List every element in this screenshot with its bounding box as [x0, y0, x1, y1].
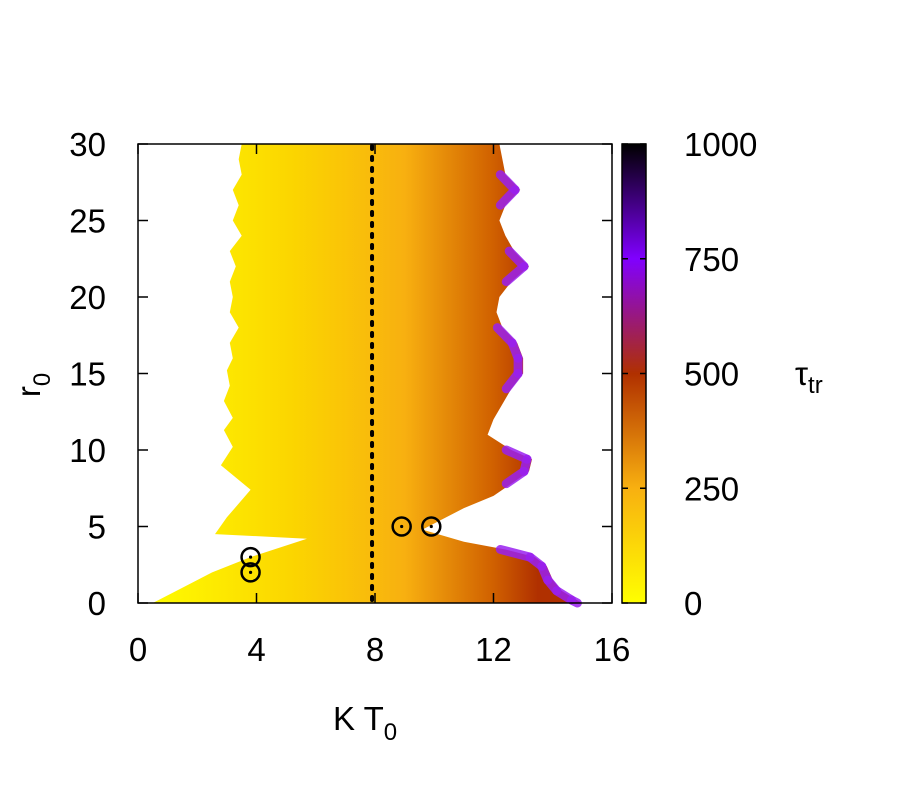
y-axis-label-subscript: 0 [29, 373, 56, 386]
x-tick-label: 16 [594, 631, 631, 668]
colorbar-label-subscript: tr [808, 372, 823, 399]
svg-text:K T0: K T0 [333, 700, 397, 746]
y-tick-label: 15 [69, 356, 106, 393]
marker-dot [429, 524, 433, 529]
y-tick-label: 25 [69, 203, 106, 240]
x-axis-label: K T0 [333, 700, 397, 746]
marker-ring [240, 546, 261, 568]
purple-edge-segment [501, 261, 529, 287]
data-region [152, 144, 583, 603]
marker-ring [421, 516, 442, 537]
purple-edge-segment [501, 369, 523, 394]
purple-edge-group [492, 170, 582, 608]
marker-ring [240, 562, 261, 583]
x-tick-label: 4 [247, 631, 265, 668]
colorbar-label-text: τ [795, 355, 808, 392]
y-axis-label-text: r [10, 386, 47, 397]
x-ticks: 0 4 8 12 16 [129, 144, 631, 668]
marker-dot [248, 570, 253, 575]
circle-marker [240, 546, 261, 568]
circle-marker [421, 516, 442, 537]
y-tick-label: 20 [69, 279, 106, 316]
y-tick-label: 30 [69, 126, 106, 163]
y-tick-label: 5 [88, 509, 106, 546]
marker-dot [248, 555, 253, 559]
marker-ring [391, 516, 412, 537]
colorbar-ticks: 0 250 500 750 1000 [622, 126, 757, 622]
svg-text:r0: r0 [10, 373, 56, 397]
colorbar-tick-label: 750 [684, 241, 739, 278]
markers-group [240, 516, 442, 583]
x-tick-label: 8 [366, 631, 384, 668]
plot-area: 0 4 8 12 16 0 5 10 15 20 25 30 [69, 126, 630, 668]
purple-edge-segment [501, 466, 529, 489]
purple-edge-segment [495, 185, 520, 210]
colorbar-tick-label: 250 [684, 470, 739, 507]
colorbar: 0 250 500 750 1000 τtr [621, 126, 823, 622]
circle-marker [391, 516, 412, 537]
x-axis-label-subscript: 0 [384, 719, 397, 746]
x-tick-label: 12 [475, 631, 512, 668]
y-axis-label: r0 [10, 373, 56, 397]
marker-dot [400, 524, 404, 529]
circle-marker [240, 562, 261, 583]
y-ticks: 0 5 10 15 20 25 30 [69, 126, 612, 622]
colorbar-tick-label: 1000 [684, 126, 757, 163]
y-tick-label: 0 [88, 585, 106, 622]
purple-edge-segment [495, 544, 535, 562]
y-tick-label: 10 [69, 432, 106, 469]
x-axis-label-text: K T [333, 700, 384, 737]
colorbar-tick-label: 0 [684, 585, 702, 622]
svg-text:τtr: τtr [795, 355, 823, 399]
colorbar-tick-label: 500 [684, 356, 739, 393]
x-tick-label: 0 [129, 631, 147, 668]
